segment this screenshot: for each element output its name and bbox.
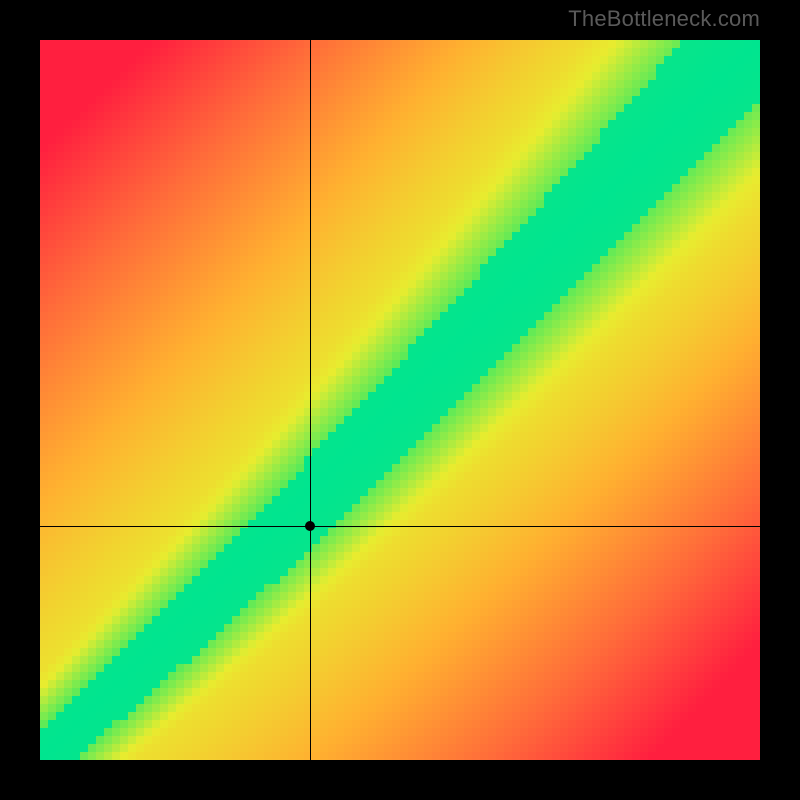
figure-container: TheBottleneck.com <box>0 0 800 800</box>
plot-area <box>40 40 760 760</box>
heatmap-canvas <box>40 40 760 760</box>
watermark-text: TheBottleneck.com <box>568 6 760 32</box>
